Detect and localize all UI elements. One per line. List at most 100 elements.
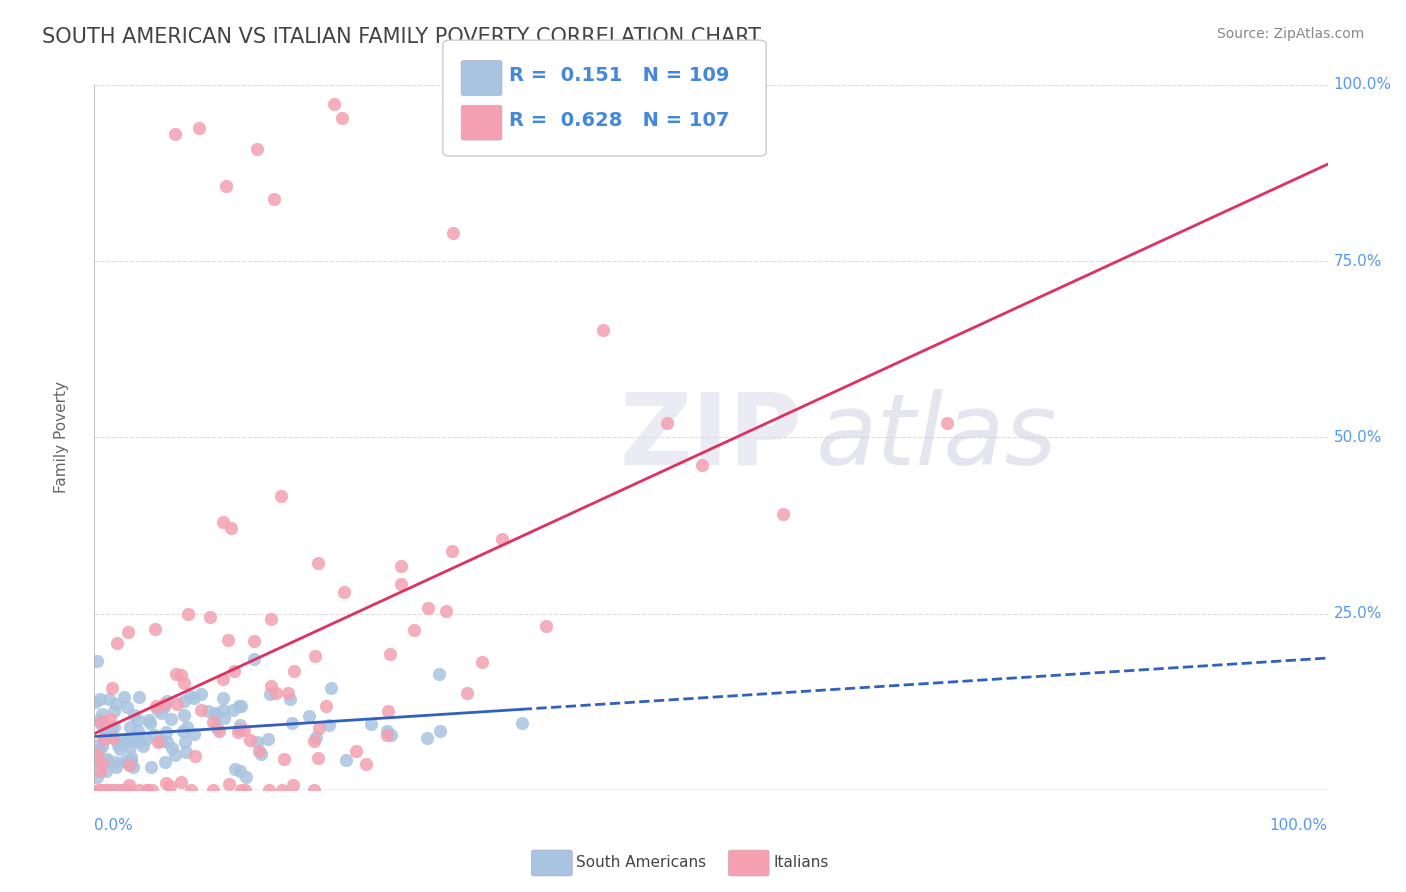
Point <box>135 783 157 797</box>
Point <box>204 706 226 721</box>
Point <box>104 759 127 773</box>
Point <box>246 142 269 156</box>
Point <box>173 694 195 708</box>
Point <box>510 716 533 731</box>
Point <box>136 783 159 797</box>
Point <box>243 652 266 666</box>
Text: R =  0.151   N = 109: R = 0.151 N = 109 <box>509 66 730 86</box>
Text: 50.0%: 50.0% <box>1334 430 1382 445</box>
Point <box>155 755 177 769</box>
Point <box>118 740 141 755</box>
Point <box>100 723 122 737</box>
Point <box>173 708 195 723</box>
Point <box>170 775 193 789</box>
Point <box>170 667 193 681</box>
Point <box>211 672 233 686</box>
Point <box>150 706 173 720</box>
Point <box>319 681 342 695</box>
Point <box>97 692 120 706</box>
Point <box>333 585 356 599</box>
Point <box>429 724 451 739</box>
Point <box>322 96 344 111</box>
Point <box>90 739 112 754</box>
Point <box>150 734 173 748</box>
Point <box>121 733 143 747</box>
Point <box>190 687 212 701</box>
Point <box>360 717 382 731</box>
Point <box>146 701 169 715</box>
Point <box>277 686 299 700</box>
Point <box>100 721 122 735</box>
Point <box>118 779 141 793</box>
Point <box>536 618 558 632</box>
Text: 75.0%: 75.0% <box>1334 253 1382 268</box>
Point <box>173 675 195 690</box>
Point <box>108 783 131 797</box>
Point <box>156 735 179 749</box>
Point <box>592 323 614 337</box>
Point <box>231 783 253 797</box>
Point <box>198 609 221 624</box>
Point <box>307 750 329 764</box>
Point <box>298 708 321 723</box>
Point <box>120 756 142 770</box>
Point <box>377 723 399 738</box>
Point <box>141 783 163 797</box>
Point <box>165 748 187 763</box>
Point <box>232 723 254 737</box>
Point <box>183 690 205 705</box>
Point <box>257 732 280 747</box>
Point <box>249 747 271 761</box>
Point <box>90 783 112 797</box>
Point <box>94 728 117 742</box>
Point <box>93 731 115 745</box>
Point <box>304 648 326 663</box>
Point <box>143 728 166 742</box>
Point <box>87 742 110 756</box>
Point <box>84 738 107 752</box>
Point <box>94 764 117 779</box>
Point <box>247 743 270 757</box>
Point <box>114 754 136 768</box>
Point <box>344 744 367 758</box>
Point <box>120 750 142 764</box>
Point <box>160 713 183 727</box>
Text: 0.0%: 0.0% <box>94 818 132 833</box>
Point <box>96 752 118 766</box>
Point <box>90 756 112 770</box>
Point <box>115 700 138 714</box>
Point <box>183 727 205 741</box>
Point <box>936 416 959 430</box>
Point <box>91 783 114 797</box>
Point <box>101 730 124 744</box>
Point <box>441 227 464 241</box>
Point <box>93 732 115 747</box>
Point <box>212 516 235 530</box>
Point <box>231 699 253 714</box>
Point <box>87 783 110 797</box>
Text: atlas: atlas <box>815 389 1057 486</box>
Point <box>222 704 245 718</box>
Point <box>156 693 179 707</box>
Point <box>690 458 713 472</box>
Point <box>335 753 357 767</box>
Point <box>97 783 120 797</box>
Point <box>153 700 176 714</box>
Point <box>224 664 246 678</box>
Point <box>111 733 134 747</box>
Point <box>389 576 412 591</box>
Point <box>160 740 183 755</box>
Point <box>104 697 127 711</box>
Point <box>377 704 399 718</box>
Point <box>235 770 257 784</box>
Point <box>141 760 163 774</box>
Point <box>217 632 239 647</box>
Text: Source: ZipAtlas.com: Source: ZipAtlas.com <box>1216 27 1364 41</box>
Point <box>436 604 458 618</box>
Point <box>112 690 135 705</box>
Text: Italians: Italians <box>773 855 828 870</box>
Point <box>456 686 478 700</box>
Point <box>418 600 440 615</box>
Point <box>101 783 124 797</box>
Point <box>389 559 412 574</box>
